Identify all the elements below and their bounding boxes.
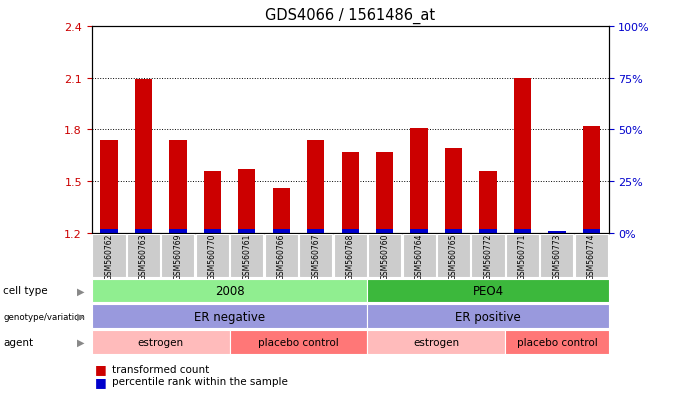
Bar [273,189,290,233]
Bar [273,229,290,233]
FancyBboxPatch shape [471,235,505,277]
FancyBboxPatch shape [575,235,608,277]
Bar [307,140,324,233]
Bar [101,140,118,233]
FancyBboxPatch shape [92,279,367,303]
Bar [204,229,221,233]
FancyBboxPatch shape [299,235,333,277]
Text: ▶: ▶ [76,311,84,321]
FancyBboxPatch shape [334,235,367,277]
Text: transformed count: transformed count [112,364,209,374]
Bar [169,140,186,233]
Text: ER positive: ER positive [455,310,521,323]
Bar [548,231,566,233]
FancyBboxPatch shape [368,235,401,277]
Text: percentile rank within the sample: percentile rank within the sample [112,376,288,386]
Text: estrogen: estrogen [413,337,460,347]
FancyBboxPatch shape [541,235,573,277]
Text: placebo control: placebo control [258,337,339,347]
Text: ▶: ▶ [76,286,84,296]
FancyBboxPatch shape [367,330,505,354]
Text: GSM560765: GSM560765 [449,233,458,279]
Text: GSM560767: GSM560767 [311,233,320,279]
FancyBboxPatch shape [437,235,470,277]
Bar [376,229,393,233]
Bar [376,152,393,233]
Text: GSM560772: GSM560772 [483,233,492,279]
Text: PEO4: PEO4 [473,284,504,297]
Text: GSM560771: GSM560771 [518,233,527,279]
Text: GSM560774: GSM560774 [587,233,596,279]
Bar [583,229,600,233]
Text: GSM560769: GSM560769 [173,233,182,279]
Bar [307,229,324,233]
Title: GDS4066 / 1561486_at: GDS4066 / 1561486_at [265,8,435,24]
FancyBboxPatch shape [367,304,609,328]
Bar [445,149,462,233]
FancyBboxPatch shape [161,235,194,277]
Text: ■: ■ [95,375,107,388]
Text: GSM560768: GSM560768 [345,233,355,279]
Bar [169,229,186,233]
Text: GSM560760: GSM560760 [380,233,389,279]
FancyBboxPatch shape [196,235,229,277]
Text: estrogen: estrogen [137,337,184,347]
Bar [479,171,496,233]
Bar [204,171,221,233]
Text: placebo control: placebo control [517,337,597,347]
Text: GSM560766: GSM560766 [277,233,286,279]
Text: GSM560773: GSM560773 [552,233,562,279]
FancyBboxPatch shape [92,235,126,277]
Bar [341,229,359,233]
Bar [445,229,462,233]
Text: GSM560770: GSM560770 [208,233,217,279]
Bar [238,229,256,233]
FancyBboxPatch shape [230,330,367,354]
Bar [479,229,496,233]
Text: ▶: ▶ [76,337,84,347]
Bar [411,229,428,233]
FancyBboxPatch shape [231,235,263,277]
Bar [411,128,428,233]
FancyBboxPatch shape [505,330,609,354]
FancyBboxPatch shape [506,235,539,277]
FancyBboxPatch shape [92,304,367,328]
FancyBboxPatch shape [367,279,609,303]
Text: GSM560762: GSM560762 [105,233,114,279]
Bar [514,78,531,233]
Text: cell type: cell type [3,286,48,296]
Text: GSM560763: GSM560763 [139,233,148,279]
Text: 2008: 2008 [215,284,244,297]
Bar [135,229,152,233]
Text: genotype/variation: genotype/variation [3,312,85,321]
Bar [101,229,118,233]
FancyBboxPatch shape [127,235,160,277]
FancyBboxPatch shape [92,330,230,354]
Bar [341,152,359,233]
Text: ER negative: ER negative [194,310,265,323]
FancyBboxPatch shape [265,235,298,277]
Bar [238,170,256,233]
Bar [135,80,152,233]
Text: agent: agent [3,337,33,347]
Bar [583,127,600,233]
Text: ■: ■ [95,362,107,375]
Bar [514,229,531,233]
FancyBboxPatch shape [403,235,436,277]
Text: GSM560761: GSM560761 [242,233,252,279]
Text: GSM560764: GSM560764 [415,233,424,279]
